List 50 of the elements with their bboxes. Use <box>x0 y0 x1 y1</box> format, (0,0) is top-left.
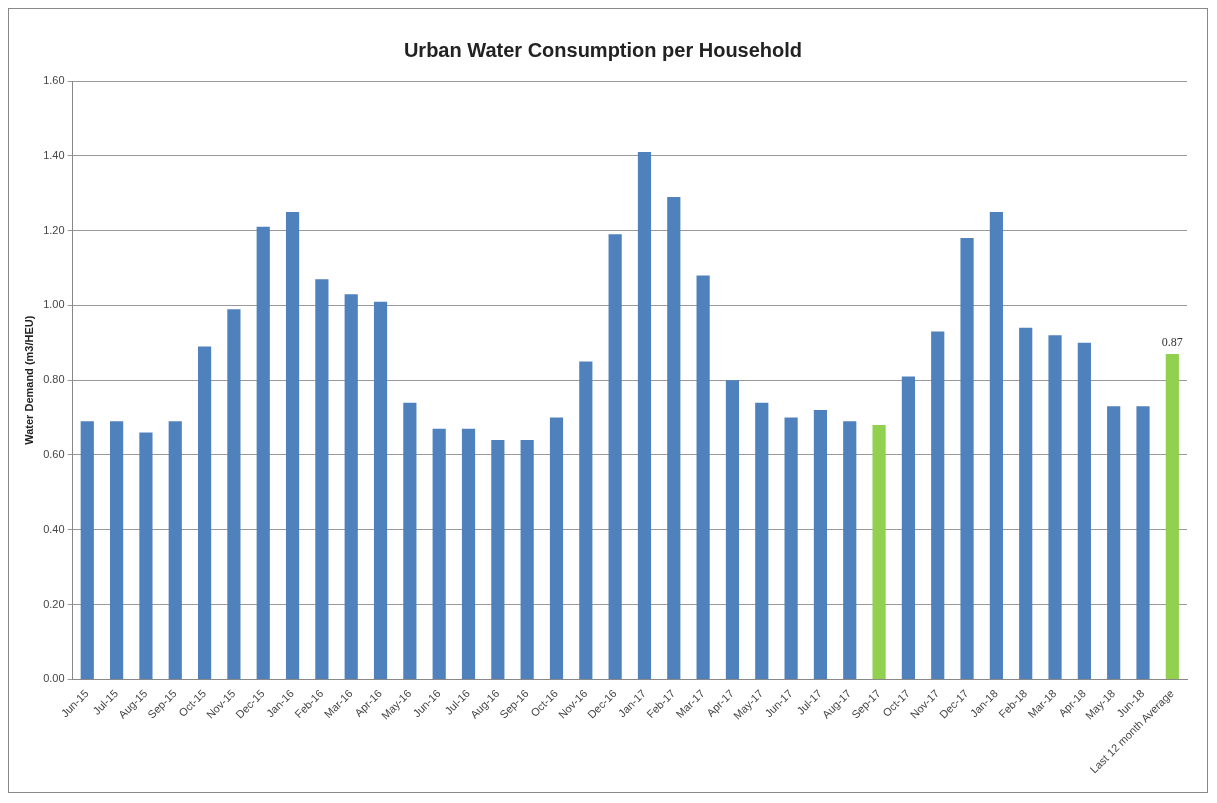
bar <box>1077 342 1091 679</box>
y-tick-label: 0.40 <box>43 522 65 535</box>
bar <box>1019 327 1033 679</box>
y-tick-label: 1.60 <box>43 74 65 87</box>
bar <box>579 361 593 679</box>
bar <box>1048 335 1062 679</box>
data-label: 0.87 <box>1161 335 1183 350</box>
bar <box>931 331 945 679</box>
y-tick-label: 0.20 <box>43 597 65 610</box>
y-tick-label: 0.00 <box>43 672 65 685</box>
bar <box>637 152 652 679</box>
bar <box>285 211 300 679</box>
bar <box>110 421 124 679</box>
bar <box>667 196 681 679</box>
bar <box>520 440 534 679</box>
bar <box>843 421 857 679</box>
bar <box>872 425 886 679</box>
bar <box>1107 406 1121 679</box>
chart-title: Urban Water Consumption per Household <box>403 38 803 61</box>
bar <box>960 238 974 679</box>
y-tick-label: 1.00 <box>43 298 65 311</box>
bar <box>901 376 915 679</box>
bar <box>139 432 153 679</box>
bar <box>373 301 388 679</box>
bar <box>1165 354 1179 679</box>
bar <box>432 428 446 679</box>
bar <box>696 275 710 679</box>
bar <box>989 211 1003 679</box>
bar <box>725 380 740 679</box>
y-axis-title: Water Demand (m3/HEU) <box>22 315 35 445</box>
bar <box>315 279 329 679</box>
y-tick-label: 0.80 <box>43 373 65 386</box>
bar <box>784 417 798 679</box>
y-tick-label: 0.60 <box>43 448 65 461</box>
bar <box>608 234 622 679</box>
y-tick-label: 1.40 <box>43 148 65 161</box>
bar <box>755 402 769 679</box>
bar <box>227 309 241 679</box>
bar <box>549 417 564 679</box>
bar <box>461 428 476 679</box>
y-tick-label: 1.20 <box>43 223 65 236</box>
bar <box>813 410 828 679</box>
bar <box>80 421 94 679</box>
bar <box>344 294 358 679</box>
bar <box>1136 406 1150 679</box>
bar <box>491 440 505 679</box>
bar <box>256 226 270 679</box>
bar <box>168 421 182 679</box>
bar <box>197 346 212 679</box>
bar <box>403 402 417 679</box>
